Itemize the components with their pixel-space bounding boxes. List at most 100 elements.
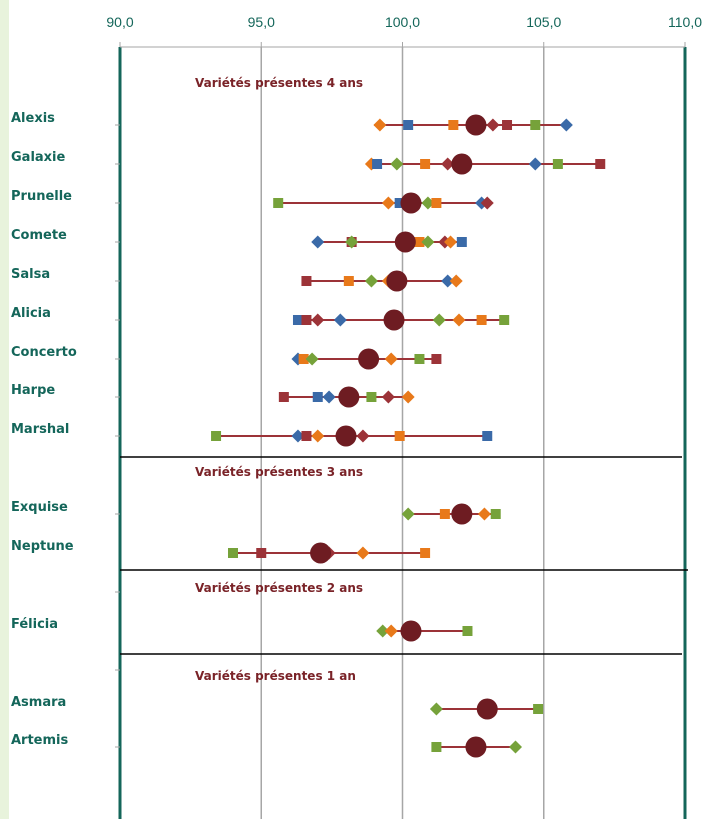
data-point-diamond	[291, 429, 305, 443]
data-point-diamond	[384, 352, 398, 366]
data-point-square	[273, 198, 284, 208]
data-point-diamond	[441, 157, 455, 171]
x-tick-label: 105,0	[526, 14, 561, 30]
variety-label: Marshal	[11, 422, 69, 437]
data-point-diamond	[373, 118, 387, 132]
data-point-square	[431, 198, 442, 208]
data-point-diamond	[444, 235, 458, 249]
data-point-diamond	[381, 196, 395, 210]
x-tick-label: 95,0	[248, 14, 275, 30]
variety-label: Neptune	[11, 539, 74, 554]
data-point-diamond	[305, 352, 319, 366]
mean-point	[358, 348, 380, 370]
variety-label: Harpe	[11, 383, 55, 398]
mean-point	[310, 542, 332, 564]
data-point-square	[211, 431, 222, 441]
data-point-diamond	[477, 507, 491, 521]
data-point-diamond	[401, 390, 415, 404]
data-point-diamond	[390, 157, 404, 171]
data-point-square	[530, 120, 541, 130]
data-point-square	[490, 509, 501, 519]
data-point-square	[343, 276, 354, 286]
data-point-diamond	[429, 702, 443, 716]
data-point-square	[301, 431, 312, 441]
data-point-square	[552, 159, 563, 169]
data-point-diamond	[311, 429, 325, 443]
data-point-square	[499, 315, 510, 325]
data-point-diamond	[486, 118, 500, 132]
data-point-diamond	[311, 313, 325, 327]
x-tick-label: 100,0	[385, 14, 420, 30]
mean-point	[400, 192, 422, 214]
data-point-diamond	[480, 196, 494, 210]
data-point-diamond	[376, 624, 390, 638]
data-point-diamond	[322, 390, 336, 404]
data-point-square	[301, 276, 312, 286]
data-point-diamond	[449, 274, 463, 288]
group-label: Variétés présentes 3 ans	[195, 465, 363, 479]
data-point-square	[312, 392, 323, 402]
x-tick-label: 90,0	[106, 14, 133, 30]
data-point-square	[502, 120, 513, 130]
data-point-square	[414, 237, 425, 247]
mean-point	[451, 153, 473, 175]
data-point-diamond	[381, 390, 395, 404]
data-point-diamond	[364, 274, 378, 288]
mean-point	[386, 270, 408, 292]
data-point-diamond	[401, 507, 415, 521]
variety-label: Exquise	[11, 500, 68, 515]
mean-point	[338, 386, 360, 408]
mean-point	[400, 620, 422, 642]
data-point-square	[431, 742, 442, 752]
mean-point	[335, 425, 357, 447]
data-point-square	[414, 354, 425, 364]
mean-point	[476, 698, 498, 720]
data-point-diamond	[356, 429, 370, 443]
variety-label: Félicia	[11, 617, 58, 632]
data-point-square	[278, 392, 289, 402]
data-point-diamond	[441, 274, 455, 288]
data-point-diamond	[528, 157, 542, 171]
data-point-diamond	[559, 118, 573, 132]
data-point-square	[394, 431, 405, 441]
data-point-square	[292, 315, 303, 325]
data-point-diamond	[311, 235, 325, 249]
data-point-square	[394, 198, 405, 208]
data-point-square	[298, 354, 309, 364]
variety-label: Galaxie	[11, 150, 66, 165]
data-point-square	[431, 354, 442, 364]
left-strip	[0, 0, 9, 819]
data-point-square	[462, 626, 473, 636]
data-point-diamond	[432, 313, 446, 327]
x-tick-label: 110,0	[668, 14, 702, 30]
data-point-diamond	[452, 313, 466, 327]
mean-point	[451, 503, 473, 525]
data-point-square	[533, 704, 544, 714]
data-point-diamond	[356, 546, 370, 560]
group-label: Variétés présentes 2 ans	[195, 581, 363, 595]
data-point-square	[420, 159, 431, 169]
variety-label: Alicia	[11, 306, 51, 321]
variety-label: Artemis	[11, 733, 69, 748]
data-point-diamond	[345, 235, 359, 249]
data-point-square	[448, 120, 459, 130]
data-point-diamond	[421, 196, 435, 210]
group-label: Variétés présentes 4 ans	[195, 76, 363, 90]
data-point-square	[403, 120, 414, 130]
variety-label: Alexis	[11, 111, 55, 126]
data-point-diamond	[509, 740, 522, 754]
data-point-square	[482, 431, 493, 441]
data-point-square	[256, 548, 267, 558]
data-point-diamond	[384, 624, 398, 638]
data-point-square	[476, 315, 487, 325]
mean-point	[383, 309, 405, 331]
data-point-square	[456, 237, 467, 247]
data-point-square	[439, 509, 450, 519]
data-point-square	[366, 392, 377, 402]
mean-point	[394, 231, 416, 253]
data-point-diamond	[333, 313, 347, 327]
variety-label: Prunelle	[11, 189, 72, 204]
data-point-square	[420, 548, 431, 558]
